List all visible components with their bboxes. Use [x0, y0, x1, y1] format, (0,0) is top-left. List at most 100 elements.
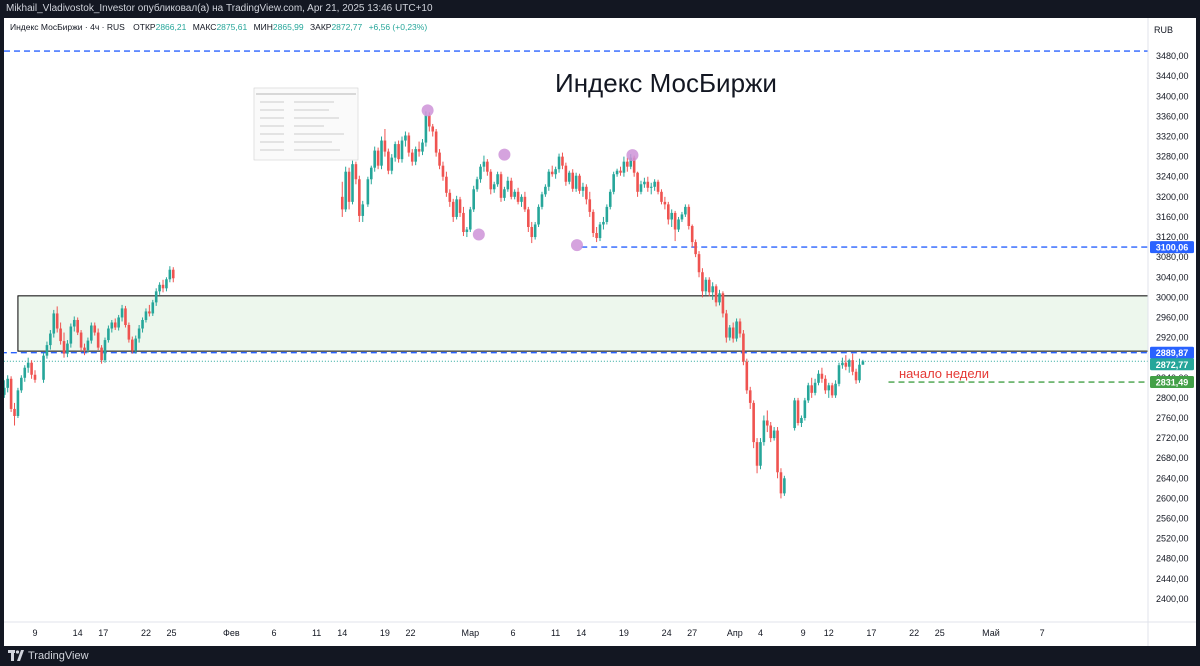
x-tick-label: Апр: [727, 628, 743, 638]
x-tick-label: 14: [73, 628, 83, 638]
candle-body: [632, 157, 636, 173]
candle-body: [837, 365, 841, 384]
candle-body: [492, 184, 496, 190]
candle: [455, 195, 458, 220]
candle: [595, 226, 598, 243]
candle: [728, 325, 732, 341]
candle: [851, 353, 854, 376]
candle: [72, 316, 76, 332]
y-tick-label: 2400,00: [1156, 594, 1189, 604]
candle-body: [354, 164, 358, 180]
candle-body: [66, 343, 69, 354]
candle-body: [660, 191, 663, 202]
candle-body: [772, 430, 776, 439]
x-tick-label: 19: [380, 628, 390, 638]
y-tick-label: 3000,00: [1156, 292, 1189, 302]
candle-body: [622, 161, 626, 173]
candle-body: [533, 224, 537, 238]
candle-body: [598, 224, 602, 239]
swing-marker: [472, 228, 485, 241]
candle: [358, 175, 361, 222]
candle-body: [400, 140, 404, 160]
y-tick-label: 3120,00: [1156, 232, 1189, 242]
candle-body: [608, 191, 612, 207]
candle: [127, 322, 131, 343]
candle: [735, 318, 738, 342]
candle: [769, 422, 773, 443]
candle: [110, 319, 114, 333]
candle: [347, 167, 351, 210]
y-tick-label: 3280,00: [1156, 152, 1189, 162]
candle: [608, 189, 612, 210]
candle: [639, 180, 643, 195]
candle: [554, 166, 557, 179]
candle-body: [769, 425, 773, 439]
candle-body: [472, 189, 475, 210]
candle: [827, 382, 831, 398]
candle-body: [168, 269, 172, 280]
x-tick-label: Мар: [461, 628, 479, 638]
publisher-bar: Mikhail_Vladivostok_Investor опубликовал…: [0, 0, 1200, 18]
candle-body: [578, 175, 581, 191]
candle: [421, 139, 424, 156]
candle: [397, 140, 400, 163]
y-tick-label: 3320,00: [1156, 132, 1189, 142]
candle: [711, 282, 714, 300]
candle: [837, 362, 841, 387]
price-axis-label-text: 2831,49: [1156, 378, 1189, 388]
candle-body: [649, 186, 653, 188]
candle: [533, 221, 537, 240]
y-tick-label: 3360,00: [1156, 111, 1189, 121]
candle: [745, 358, 749, 394]
candle-body: [605, 206, 609, 222]
candle-body: [854, 371, 858, 381]
candle-body: [93, 325, 97, 333]
candle-body: [803, 400, 807, 418]
candle-body: [547, 171, 551, 187]
candle-body: [824, 378, 827, 391]
candle: [410, 149, 414, 166]
x-tick-label: Фев: [223, 628, 240, 638]
embedded-table-thumbnail: [253, 87, 359, 161]
candle: [561, 152, 564, 170]
candle-body: [380, 140, 383, 166]
candle-body: [20, 377, 23, 391]
candle-body: [479, 166, 482, 180]
candle-body: [69, 326, 73, 344]
candle: [598, 221, 602, 242]
candle: [701, 268, 704, 298]
price-axis-label-1: 2889,87: [1150, 346, 1194, 359]
x-tick-label: Май: [982, 628, 1000, 638]
candle-body: [49, 333, 52, 346]
candle: [340, 181, 344, 217]
price-axis-label-text: 2872,77: [1156, 360, 1189, 370]
candle-body: [639, 184, 643, 192]
candle-body: [735, 321, 738, 339]
candlestick-chart[interactable]: 2400,00 2440,00 2480,00 2520,00 2560,00 2600,…: [0, 18, 1196, 646]
y-tick-label: 3200,00: [1156, 192, 1189, 202]
candle: [588, 191, 592, 217]
candle: [55, 306, 59, 333]
candle: [6, 375, 9, 393]
candle: [20, 375, 23, 393]
candle: [42, 352, 45, 383]
candle: [612, 171, 615, 195]
candle-body: [513, 191, 516, 197]
candle-body: [161, 284, 165, 289]
x-tick-label: 14: [576, 628, 586, 638]
candle: [670, 209, 674, 227]
y-tick-label: 2680,00: [1156, 453, 1189, 463]
candle-body: [499, 174, 503, 198]
candle: [141, 317, 144, 333]
candle-body: [752, 402, 755, 443]
y-tick-label: 2800,00: [1156, 393, 1189, 403]
candle-body: [141, 319, 144, 329]
y-tick-label: 2560,00: [1156, 514, 1189, 524]
chart-frame[interactable]: 2400,00 2440,00 2480,00 2520,00 2560,00 2600,…: [0, 18, 1196, 646]
candle: [9, 376, 13, 412]
candle: [817, 370, 820, 386]
candle: [93, 322, 97, 336]
candle-body: [9, 378, 13, 409]
candle: [383, 128, 387, 157]
candle-body: [540, 194, 544, 207]
